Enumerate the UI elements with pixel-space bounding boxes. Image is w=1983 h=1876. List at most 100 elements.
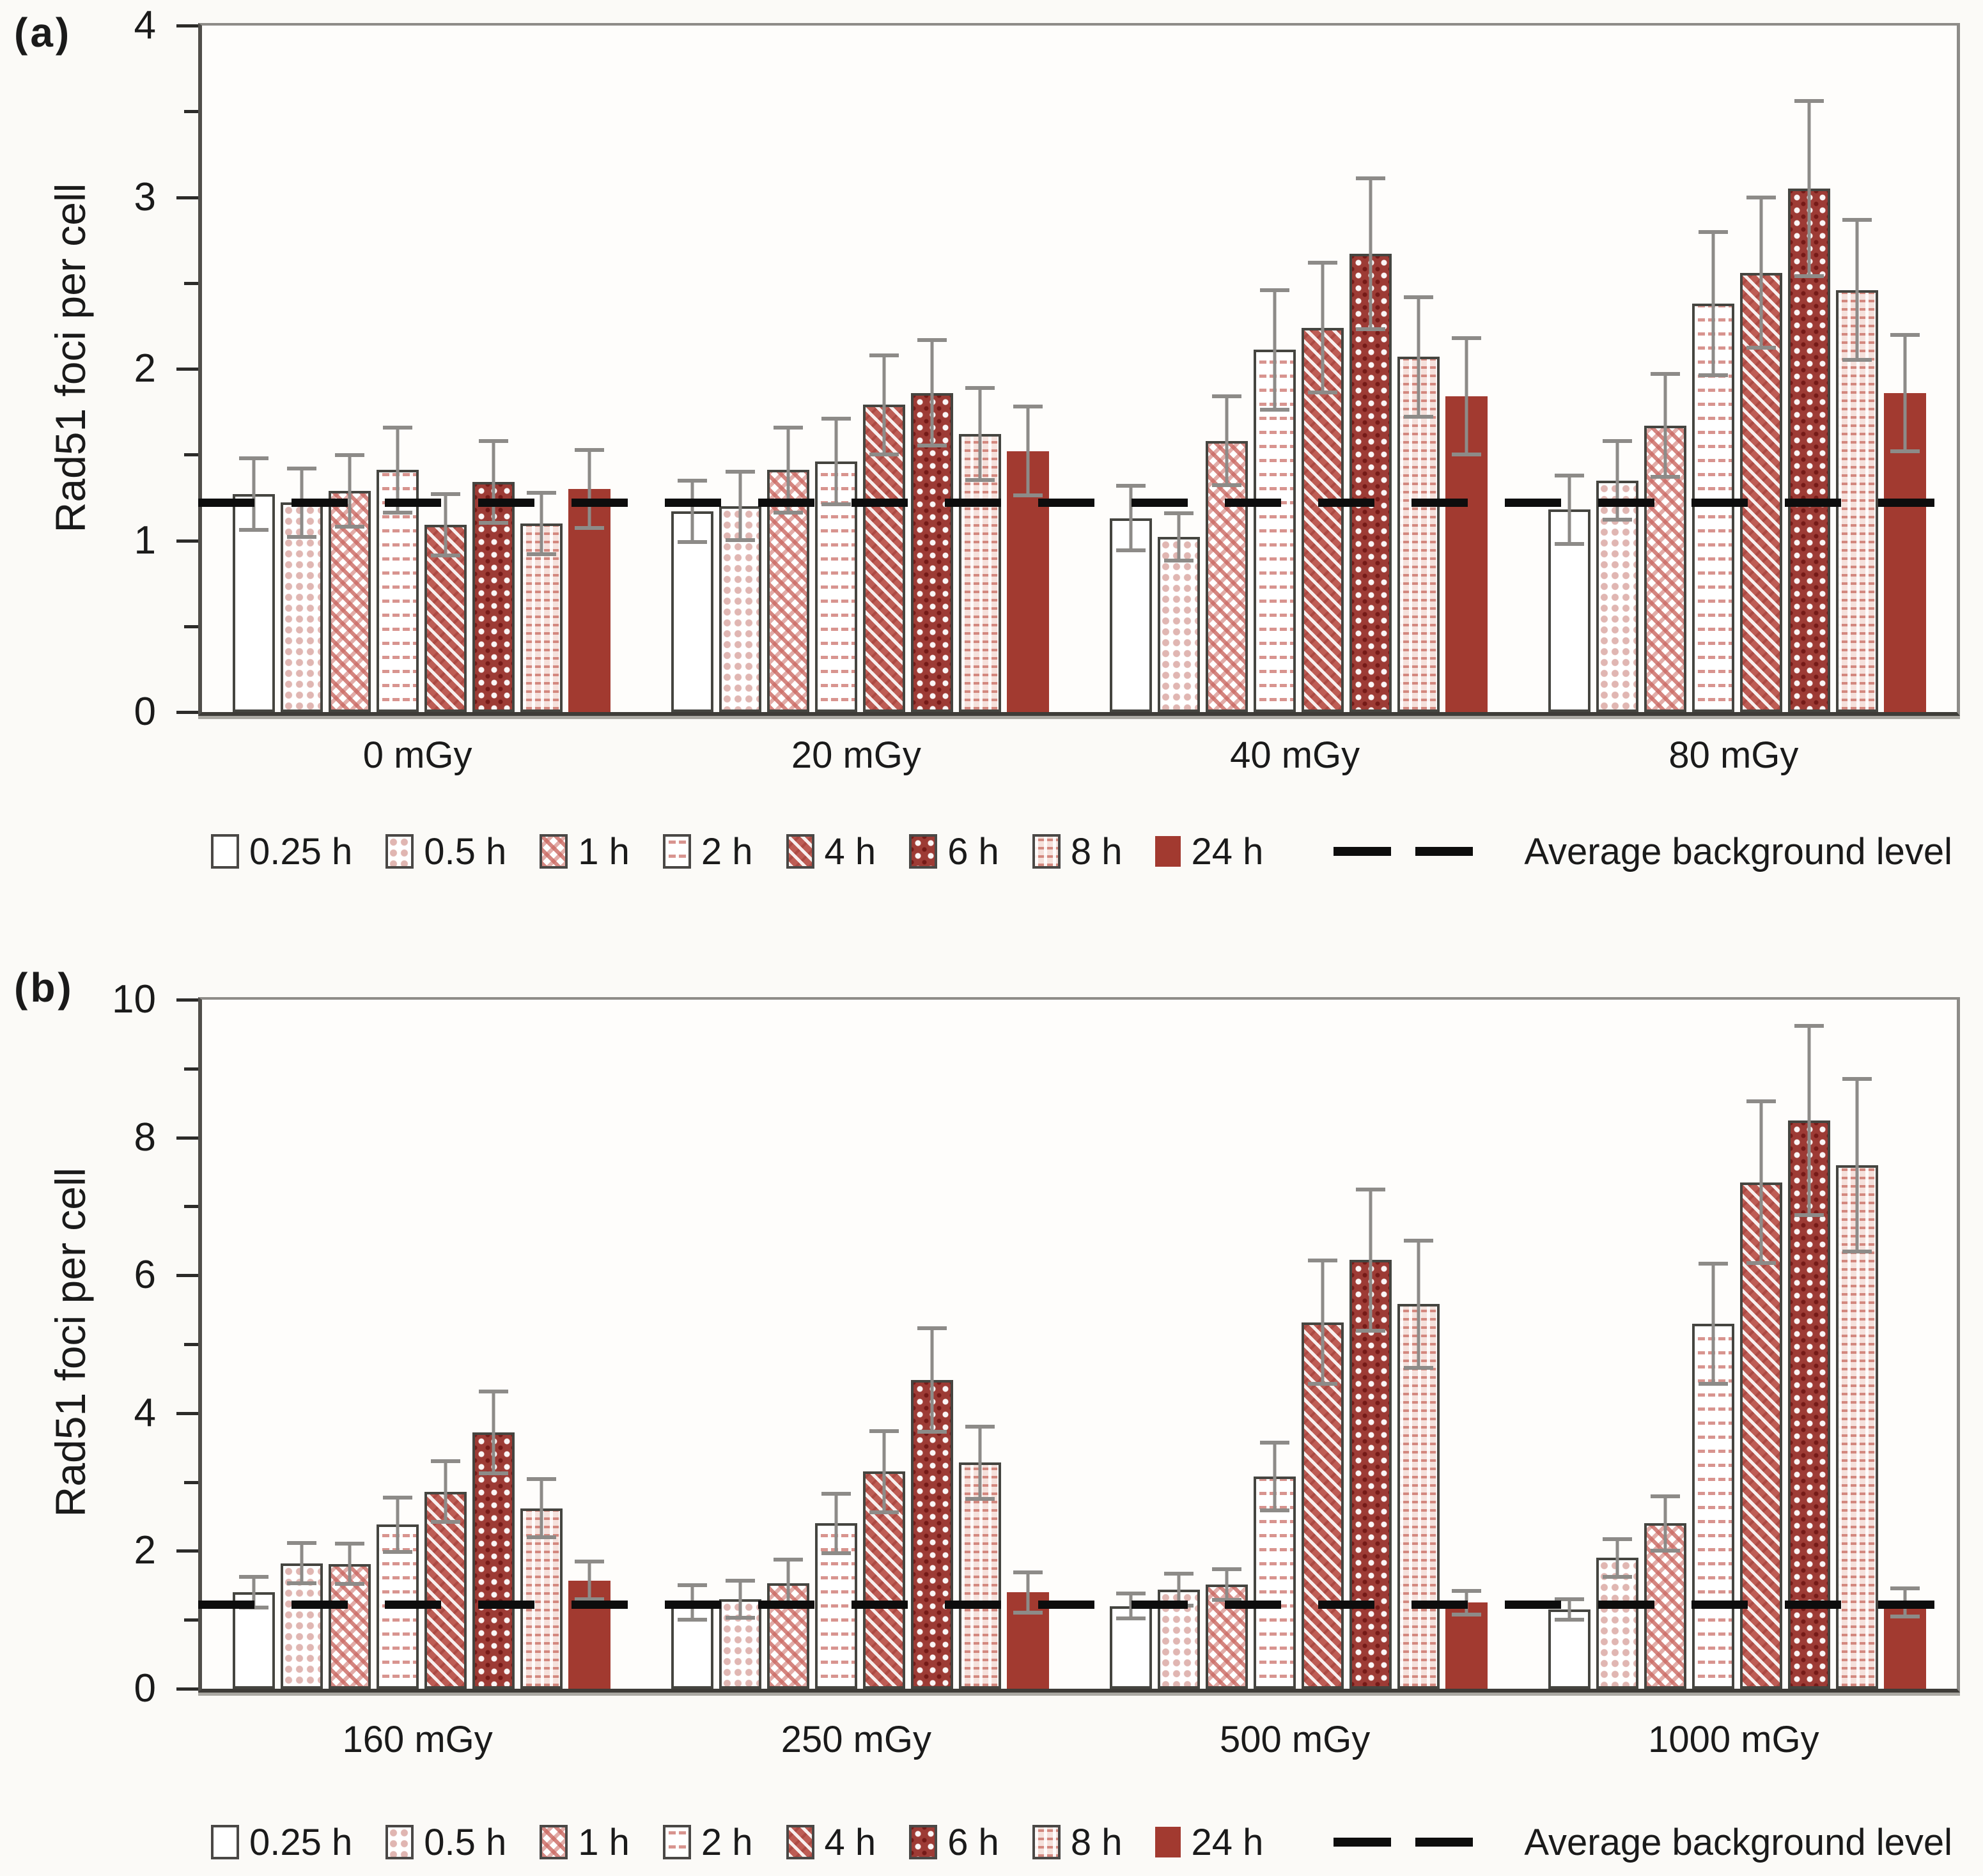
y-axis-tick-label: 3 bbox=[134, 174, 156, 219]
error-bar-stem bbox=[1807, 99, 1811, 278]
error-bar-top-cap bbox=[1699, 1261, 1729, 1266]
error-bar-stem bbox=[882, 1429, 886, 1515]
error-bar-stem bbox=[1129, 483, 1133, 553]
error-bar-bottom-cap bbox=[1013, 493, 1043, 498]
error-bar-top-cap bbox=[869, 1429, 899, 1433]
error-bar-bottom-cap bbox=[1356, 327, 1386, 331]
error-bar-bottom-cap bbox=[1308, 391, 1338, 395]
y-axis-major-tick bbox=[176, 24, 198, 27]
legend-item-label: 1 h bbox=[578, 1821, 630, 1863]
legend-item-0.5h: 0.5 h bbox=[385, 1821, 506, 1864]
error-bar-stem bbox=[1615, 1537, 1619, 1579]
error-bar-bottom-cap bbox=[1013, 1610, 1043, 1615]
error-bar bbox=[821, 1491, 851, 1555]
error-bar-top-cap bbox=[917, 337, 947, 342]
error-bar-top-cap bbox=[1356, 176, 1386, 181]
error-bar-top-cap bbox=[1890, 1586, 1920, 1591]
error-bar bbox=[1603, 1537, 1633, 1579]
bar-24h-500mGy bbox=[1445, 1602, 1488, 1689]
error-bar-bottom-cap bbox=[1842, 1249, 1872, 1253]
legend-item-0.25h: 0.25 h bbox=[211, 1821, 352, 1864]
bar-0.25h-250mGy bbox=[671, 1602, 713, 1689]
error-bar-top-cap bbox=[382, 425, 412, 430]
error-bar-top-cap bbox=[1404, 1239, 1434, 1243]
error-bar-bottom-cap bbox=[725, 538, 755, 543]
error-bar bbox=[1746, 195, 1777, 350]
legend-swatch-icon bbox=[1155, 1827, 1181, 1857]
legend-item-1h: 1 h bbox=[540, 830, 630, 873]
error-bar-top-cap bbox=[1013, 405, 1043, 409]
bar-6h-500mGy bbox=[1349, 1260, 1392, 1689]
bar-6h-160mGy bbox=[472, 1432, 515, 1689]
legend-swatch-icon bbox=[1155, 836, 1181, 867]
error-bar bbox=[478, 1390, 508, 1475]
error-bar-top-cap bbox=[382, 1496, 412, 1500]
error-bar-stem bbox=[834, 417, 838, 506]
error-bar-stem bbox=[348, 1542, 352, 1586]
legend-item-6h: 6 h bbox=[909, 1821, 999, 1864]
error-bar-top-cap bbox=[1794, 1023, 1824, 1028]
error-bar-stem bbox=[300, 1541, 304, 1586]
legend-swatch-icon bbox=[786, 834, 814, 869]
bar-2h-500mGy bbox=[1254, 1476, 1296, 1689]
error-bar-stem bbox=[1369, 1188, 1373, 1333]
error-bar-bottom-cap bbox=[1603, 1574, 1633, 1579]
error-bar-top-cap bbox=[1260, 1440, 1290, 1445]
error-bar bbox=[286, 1541, 316, 1586]
error-bar bbox=[382, 425, 412, 515]
error-bar bbox=[1842, 1076, 1872, 1253]
error-bar bbox=[773, 425, 803, 515]
error-bar-stem bbox=[786, 425, 790, 515]
error-bar-bottom-cap bbox=[1260, 408, 1290, 412]
error-bar bbox=[1452, 336, 1482, 456]
y-axis-tick-label: 2 bbox=[134, 1528, 156, 1573]
error-bar bbox=[1212, 394, 1242, 488]
bar-6h-1000mGy bbox=[1788, 1120, 1831, 1689]
legend-swatch-icon bbox=[662, 1825, 691, 1859]
error-bar bbox=[478, 439, 508, 525]
error-bar-bottom-cap bbox=[1699, 1381, 1729, 1386]
error-bar-stem bbox=[1663, 1494, 1667, 1553]
legend-item-24h: 24 h bbox=[1155, 830, 1263, 873]
error-bar-bottom-cap bbox=[1164, 559, 1194, 563]
bar-4h-160mGy bbox=[424, 1491, 467, 1689]
error-bar-top-cap bbox=[869, 353, 899, 357]
error-bar bbox=[526, 490, 556, 556]
legend-item-label: 4 h bbox=[824, 830, 876, 872]
panel-b-plot-area: 0 2 4 6 8 10 bbox=[112, 980, 1960, 1709]
error-bar-stem bbox=[882, 353, 886, 456]
legend-item-label: 2 h bbox=[701, 830, 753, 872]
legend-item-label: 6 h bbox=[947, 1821, 999, 1863]
error-bar-bottom-cap bbox=[1452, 452, 1482, 456]
error-bar-stem bbox=[1567, 1597, 1571, 1622]
error-bar-stem bbox=[1807, 1023, 1811, 1217]
dashed-line-icon bbox=[1334, 847, 1474, 856]
error-bar bbox=[965, 1425, 995, 1501]
legend-item-label: 6 h bbox=[947, 830, 999, 872]
error-bar-bottom-cap bbox=[1212, 1598, 1242, 1602]
legend-item-label: 0.25 h bbox=[249, 1821, 353, 1863]
legend-item-0.5h: 0.5 h bbox=[385, 830, 506, 873]
y-axis-tick-label: 4 bbox=[134, 1390, 156, 1435]
error-bar-bottom-cap bbox=[1116, 1616, 1146, 1621]
y-axis-major-tick bbox=[176, 1136, 198, 1140]
y-axis-tick-label: 0 bbox=[134, 1666, 156, 1710]
error-bar bbox=[1746, 1099, 1777, 1266]
y-axis-major-tick bbox=[176, 196, 198, 199]
error-bar-top-cap bbox=[1116, 483, 1146, 488]
error-bar bbox=[1555, 473, 1585, 546]
error-bar-bottom-cap bbox=[1404, 414, 1434, 419]
error-bar-bottom-cap bbox=[1746, 1261, 1777, 1266]
error-bar-bottom-cap bbox=[1356, 1328, 1386, 1333]
error-bar bbox=[574, 447, 604, 531]
error-bar bbox=[238, 456, 268, 532]
error-bar-top-cap bbox=[1164, 1571, 1194, 1576]
error-bar-stem bbox=[1465, 336, 1468, 456]
average-background-dashed-line bbox=[198, 1601, 1960, 1609]
error-bar-top-cap bbox=[1890, 332, 1920, 337]
panel-b-letter: (b) bbox=[14, 965, 74, 1011]
error-bar-stem bbox=[1903, 332, 1907, 453]
average-background-dashed-line bbox=[198, 499, 1960, 508]
legend: 0.25 h 0.5 h 1 h 2 h 4 h 6 h 8 h 24 h Average ba… bbox=[211, 826, 1952, 877]
